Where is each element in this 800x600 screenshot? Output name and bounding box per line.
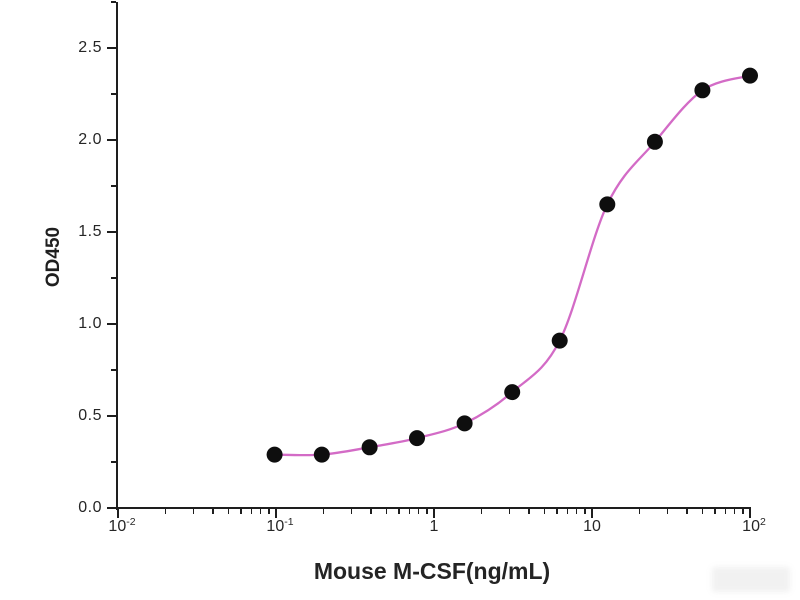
data-point [456,415,473,432]
x-minor-tick [741,509,744,515]
x-major-tick [117,509,119,519]
x-tick-label: 10-1 [266,516,294,535]
y-axis [115,2,118,510]
x-minor-tick [583,509,586,515]
x-minor-tick [724,509,727,515]
y-minor-tick [110,1,116,3]
y-major-tick [106,415,116,417]
x-minor-tick [528,509,530,515]
y-major-tick [106,507,116,509]
y-major-tick [106,231,116,233]
x-minor-tick [385,509,388,515]
x-minor-tick [575,509,578,515]
x-minor-tick [543,509,546,515]
x-minor-tick [638,509,641,515]
x-minor-tick [370,509,372,515]
x-axis-title: Mouse M-CSF(ng/mL) [313,558,551,584]
x-minor-tick [227,509,230,515]
x-minor-tick [250,509,253,515]
y-major-tick [106,323,116,325]
x-minor-tick [556,509,558,515]
data-point [646,133,663,150]
y-tick-label: 1.0 [78,315,102,332]
x-major-tick [749,509,751,519]
y-minor-tick [110,93,116,95]
data-point [313,446,330,463]
x-minor-tick [508,509,511,515]
x-axis [115,506,752,510]
faded-watermark [712,567,790,592]
y-minor-tick [110,185,116,187]
y-major-tick [106,47,116,49]
data-points [266,67,758,463]
x-minor-tick [417,509,420,515]
x-minor-tick [666,509,669,515]
x-minor-tick [408,509,411,515]
x-tick-label: 10 [583,518,601,535]
x-tick-label: 10-2 [108,516,136,535]
x-minor-tick [192,509,195,515]
data-point [742,67,758,84]
y-minor-tick [110,461,116,463]
data-point [361,439,378,456]
y-tick-label: 2.0 [78,131,102,148]
y-tick-label: 0.5 [78,407,102,424]
data-point [694,82,711,99]
x-minor-tick [350,509,353,515]
x-major-tick [591,509,593,519]
x-minor-tick [240,509,242,515]
data-point [599,196,616,213]
data-point [551,332,568,349]
x-minor-tick [164,509,167,515]
x-minor-tick [425,509,428,515]
y-tick-label: 0.0 [78,499,102,516]
data-point [504,384,521,401]
x-minor-tick [259,509,262,515]
y-tick-label: 1.5 [78,223,102,240]
x-minor-tick [480,509,483,515]
x-major-tick [433,509,435,519]
x-tick-label: 1 [429,518,439,535]
x-minor-tick [322,509,325,515]
x-tick-label: 102 [742,516,766,535]
y-tick-label: 2.5 [78,39,102,56]
y-axis-title: OD450 [43,226,64,288]
fit-curve [273,74,752,457]
x-minor-tick [566,509,569,515]
x-minor-tick [714,509,716,515]
x-minor-tick [686,509,688,515]
y-major-tick [106,139,116,141]
x-minor-tick [733,509,736,515]
x-major-tick [275,509,277,519]
y-minor-tick [110,369,116,371]
x-minor-tick [212,509,214,515]
x-minor-tick [398,509,400,515]
x-minor-tick [267,509,270,515]
data-point [409,430,425,447]
y-minor-tick [110,277,116,279]
data-point [266,446,283,463]
x-minor-tick [701,509,704,515]
